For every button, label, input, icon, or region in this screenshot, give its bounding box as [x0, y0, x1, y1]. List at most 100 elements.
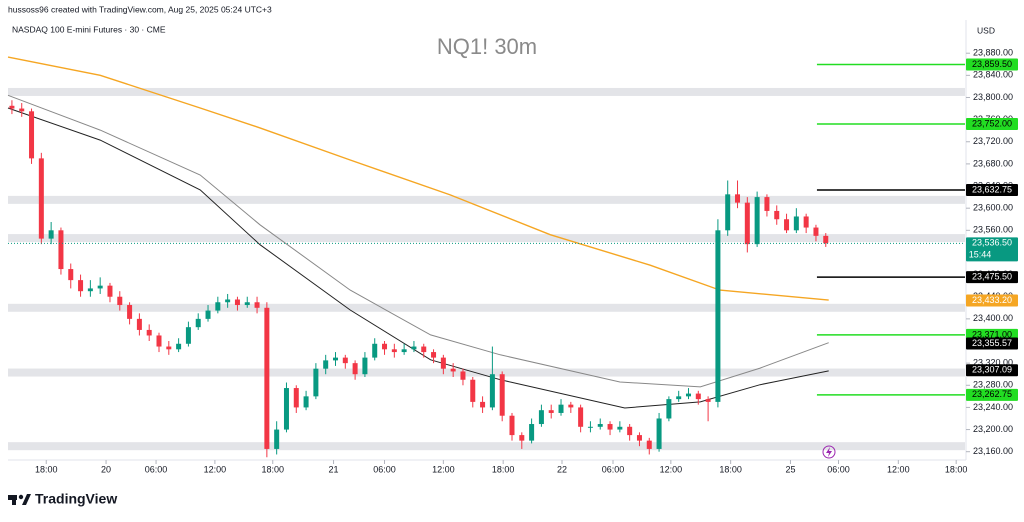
candle-body	[470, 379, 476, 402]
candle-body	[803, 216, 809, 228]
y-tick-label: 23,720.00	[973, 136, 1013, 146]
candle-body	[166, 346, 172, 350]
candle-body	[784, 219, 790, 231]
candle-body	[587, 426, 593, 428]
candle-body	[283, 388, 289, 430]
candle-body	[666, 399, 672, 419]
candle-body	[254, 302, 260, 308]
candle-body	[627, 426, 633, 436]
candle-body	[411, 346, 417, 350]
price-tag-label: 23,433.20	[972, 295, 1012, 305]
candle-body	[578, 407, 584, 427]
candle-body	[548, 410, 554, 413]
price-tag-label: 23,752.00	[972, 118, 1012, 128]
candle-body	[127, 305, 133, 319]
candle-body	[764, 197, 770, 211]
candle-body	[274, 429, 280, 449]
candle-body	[97, 285, 103, 289]
candle-body	[646, 440, 652, 449]
candle-body	[215, 302, 221, 311]
candle-body	[38, 158, 44, 239]
candle-body	[607, 424, 613, 430]
x-tick-label: 06:00	[145, 464, 168, 474]
candle-body	[685, 393, 691, 397]
candle-body	[156, 335, 162, 347]
y-tick-label: 23,400.00	[973, 313, 1013, 323]
price-tag	[966, 58, 1018, 71]
chart-title: NQ1! 30m	[437, 34, 537, 59]
candle-body	[176, 343, 182, 350]
alert-bolt[interactable]	[826, 447, 832, 457]
x-tick-label: 25	[785, 464, 795, 474]
price-tag-label: 23,632.75	[972, 184, 1012, 194]
x-tick-label: 21	[329, 464, 339, 474]
x-tick-label: 18:00	[35, 464, 58, 474]
x-tick-label: 20	[101, 464, 111, 474]
candle-body	[450, 368, 456, 372]
candle-body	[401, 349, 407, 353]
candle-body	[754, 197, 760, 245]
x-tick-label: 18:00	[492, 464, 515, 474]
currency: USD	[977, 25, 995, 35]
price-tag	[966, 271, 1018, 284]
symbol-line: NASDAQ 100 E-mini Futures · 30 · CME	[12, 24, 166, 34]
candle-body	[744, 202, 750, 245]
logo: TradingView	[8, 491, 117, 507]
price-tag	[966, 237, 1018, 262]
candle-body	[676, 396, 682, 400]
x-tick-label: 18:00	[261, 464, 284, 474]
y-tick-label: 23,560.00	[973, 225, 1013, 235]
logo-mark	[18, 494, 24, 500]
y-tick-label: 23,320.00	[973, 358, 1013, 368]
alert-icon[interactable]	[822, 445, 836, 459]
candle-body	[48, 230, 54, 239]
candle-body	[695, 393, 701, 400]
candle-body	[735, 194, 741, 203]
candle-body	[19, 108, 25, 112]
alert-circle[interactable]	[822, 445, 836, 459]
candle-body	[264, 307, 270, 449]
candle-body	[205, 310, 211, 319]
zone-band	[8, 442, 965, 451]
candle-body	[636, 435, 642, 441]
candle-body	[793, 216, 799, 231]
candle-body	[558, 404, 564, 413]
zone-band	[8, 368, 965, 377]
y-tick-label: 23,600.00	[973, 203, 1013, 213]
price-tag-label: 23,859.50	[972, 59, 1012, 69]
y-tick-label: 23,160.00	[973, 446, 1013, 456]
candle-body	[529, 424, 535, 441]
price-tag-label: 23,475.50	[972, 271, 1012, 281]
candle-body	[705, 399, 711, 402]
zone-band	[8, 303, 965, 312]
candle-body	[323, 360, 329, 369]
price-tag	[966, 364, 1018, 377]
candle-body	[421, 346, 427, 353]
price-tag-label: 23,355.57	[972, 338, 1012, 348]
price-tag	[966, 118, 1018, 131]
candle-body	[431, 352, 437, 358]
candle-body	[382, 343, 388, 350]
ma-line	[7, 56, 829, 301]
zone-band	[8, 234, 965, 243]
candle-body	[225, 299, 231, 303]
y-tick-label: 23,680.00	[973, 158, 1013, 168]
x-tick-label: 06:00	[602, 464, 625, 474]
y-tick-label: 23,280.00	[973, 380, 1013, 390]
candle-body	[234, 299, 240, 306]
y-tick-label: 23,800.00	[973, 92, 1013, 102]
candle-body	[499, 374, 505, 416]
y-tick-label: 23,200.00	[973, 424, 1013, 434]
price-tag-sublabel: 15:44	[969, 250, 992, 260]
candle-body	[519, 435, 525, 441]
candle-body	[352, 363, 358, 375]
candle-body	[617, 426, 623, 430]
x-tick-label: 06:00	[827, 464, 850, 474]
x-tick-label: 18:00	[945, 464, 968, 474]
x-tick-label: 12:00	[887, 464, 910, 474]
candle-body	[68, 269, 74, 281]
candle-body	[146, 329, 152, 336]
candle-body	[185, 327, 191, 344]
candle-body	[480, 401, 486, 408]
